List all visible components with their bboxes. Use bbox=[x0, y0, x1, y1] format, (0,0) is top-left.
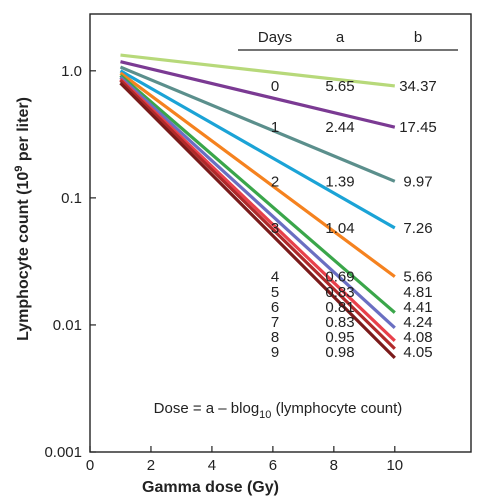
table-cell-day: 8 bbox=[271, 329, 279, 346]
x-tick-label: 4 bbox=[208, 457, 216, 474]
series-line-day-3 bbox=[119, 69, 396, 230]
x-tick-label: 8 bbox=[330, 457, 338, 474]
series-line-day-7 bbox=[119, 77, 396, 342]
table-cell-day: 5 bbox=[271, 284, 279, 301]
plot-frame bbox=[89, 13, 472, 453]
table-cell-b: 4.05 bbox=[403, 344, 432, 361]
table-cell-a: 0.95 bbox=[325, 329, 354, 346]
series-line-day-1 bbox=[120, 60, 396, 129]
table-cell-day: 1 bbox=[271, 119, 279, 136]
table-cell-a: 0.83 bbox=[325, 314, 354, 331]
series-line-day-0 bbox=[120, 53, 395, 88]
table-cell-a: 1.04 bbox=[325, 220, 354, 237]
table-cell-a: 0.83 bbox=[325, 284, 354, 301]
series-line-day-5 bbox=[119, 74, 396, 314]
series-line-day-4 bbox=[119, 71, 396, 278]
table-cell-day: 6 bbox=[271, 299, 279, 316]
table-cell-b: 4.08 bbox=[403, 329, 432, 346]
table-header-days: Days bbox=[258, 29, 292, 46]
table-cell-a: 0.98 bbox=[325, 344, 354, 361]
series-line-day-8 bbox=[119, 79, 396, 350]
x-tick-label: 2 bbox=[147, 457, 155, 474]
table-cell-b: 4.24 bbox=[403, 314, 432, 331]
y-tick-label: 1.0 bbox=[61, 63, 82, 80]
table-cell-a: 0.69 bbox=[325, 269, 354, 286]
table-cell-b: 4.81 bbox=[403, 284, 432, 301]
table-cell-day: 7 bbox=[271, 314, 279, 331]
x-tick-label: 0 bbox=[86, 457, 94, 474]
table-header-b: b bbox=[414, 29, 422, 46]
table-cell-day: 4 bbox=[271, 269, 279, 286]
table-cell-day: 0 bbox=[271, 78, 279, 95]
table-cell-day: 2 bbox=[271, 173, 279, 190]
table-rows: 0 5.65 34.37 1 2.44 17.45 2 1.39 9.97 3 1.04 7.26 4 0… bbox=[271, 78, 437, 361]
y-tick-label: 0.01 bbox=[53, 317, 82, 334]
x-tick-label: 10 bbox=[386, 457, 403, 474]
table-cell-b: 7.26 bbox=[403, 220, 432, 237]
table-cell-day: 9 bbox=[271, 344, 279, 361]
table-cell-b: 9.97 bbox=[403, 173, 432, 190]
y-axis-title: Lymphocyte count (109 per liter) bbox=[13, 97, 32, 341]
y-tick-label: 0.1 bbox=[61, 190, 82, 207]
table-cell-a: 1.39 bbox=[325, 173, 354, 190]
table-cell-b: 17.45 bbox=[399, 119, 437, 136]
table-cell-a: 5.65 bbox=[325, 78, 354, 95]
table-cell-a: 2.44 bbox=[325, 119, 354, 136]
table-cell-b: 5.66 bbox=[403, 269, 432, 286]
table-cell-b: 34.37 bbox=[399, 78, 437, 95]
table-cell-a: 0.81 bbox=[325, 299, 354, 316]
x-tick-label: 6 bbox=[269, 457, 277, 474]
y-tick-label: 0.001 bbox=[44, 444, 82, 461]
formula-annotation: Dose = a – blog10 (lymphocyte count) bbox=[154, 400, 403, 421]
x-axis-title: Gamma dose (Gy) bbox=[142, 479, 279, 496]
series-layer bbox=[119, 53, 396, 360]
table-header-a: a bbox=[336, 29, 345, 46]
series-line-day-6 bbox=[119, 76, 396, 329]
table-cell-day: 3 bbox=[271, 220, 279, 237]
series-line-day-9 bbox=[119, 81, 396, 360]
series-line-day-2 bbox=[119, 65, 396, 183]
table-cell-b: 4.41 bbox=[403, 299, 432, 316]
ticks-layer: 0 2 4 6 8 101.00.10.010.001 bbox=[44, 63, 403, 474]
